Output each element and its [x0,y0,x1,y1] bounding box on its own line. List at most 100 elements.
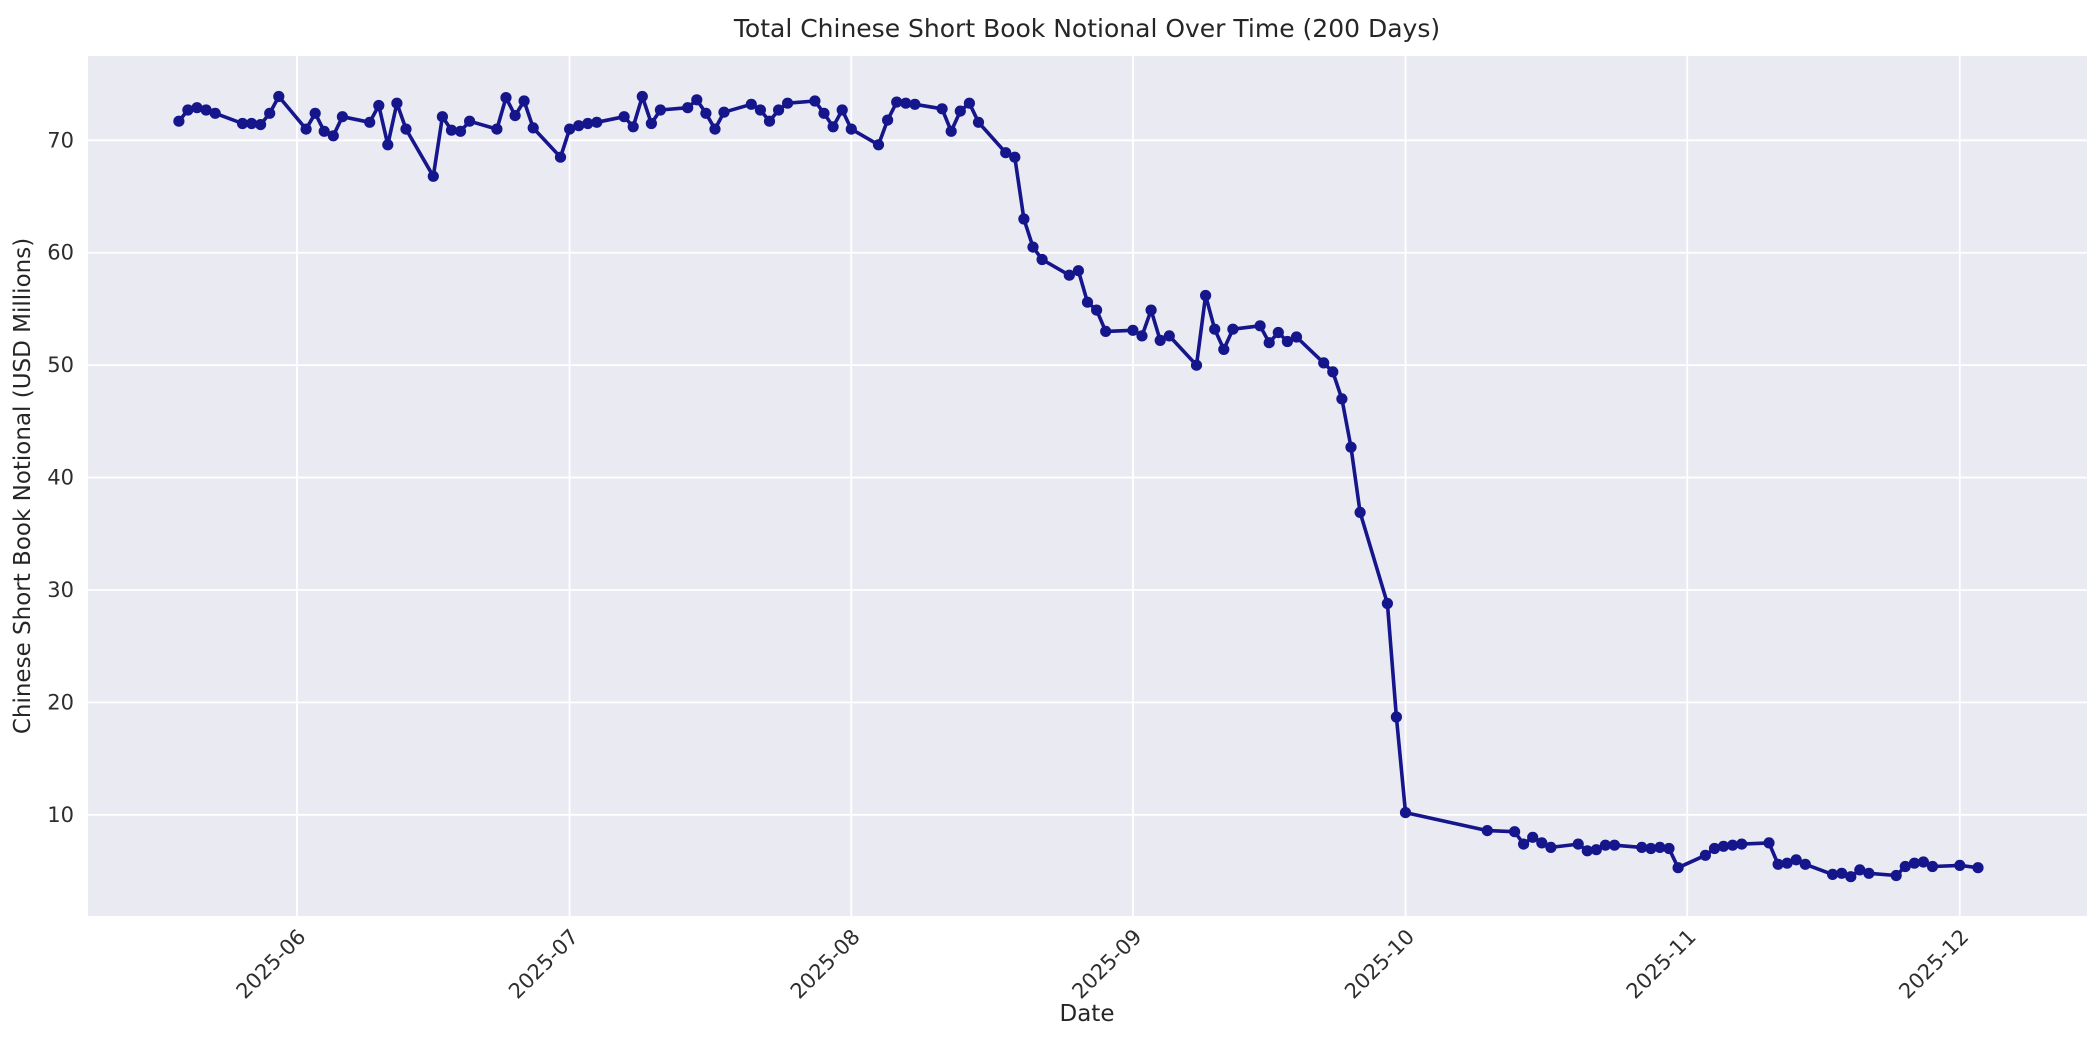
data-point-marker [963,97,976,109]
y-tick-label: 20 [47,690,74,714]
data-point-marker [1845,871,1857,883]
data-point-marker [1717,840,1730,852]
x-tick-label: 2025-07 [504,925,583,1004]
data-point-marker [936,103,948,115]
data-point-marker [491,123,503,135]
data-point-marker [1145,304,1157,316]
gridlines [88,56,2087,916]
data-point-marker [1154,334,1166,346]
data-point-marker [882,114,894,126]
data-point-marker [1645,842,1657,855]
plot-area [88,56,2087,916]
data-point-marker [1509,826,1521,838]
data-point-marker [1736,838,1748,850]
data-point-marker [582,117,594,130]
data-point-marker [773,104,785,116]
data-point-marker [1790,854,1802,866]
data-point-marker [1063,269,1075,281]
data-point-marker [1608,839,1621,851]
data-point-marker [945,125,957,137]
data-point-marker [209,107,221,119]
data-point-marker [1781,857,1793,869]
data-point-marker [1663,842,1675,855]
data-point-marker [1009,151,1021,163]
data-point-marker [1799,858,1811,870]
data-point-marker [1481,825,1493,837]
data-point-marker [900,97,912,109]
data-point-marker [1136,330,1148,342]
data-point-marker [1654,841,1666,854]
data-point-marker [382,139,394,151]
data-point-marker [1381,597,1393,610]
data-point-marker [763,115,776,127]
data-point-marker [1200,289,1212,302]
data-point-marker [1290,331,1303,343]
data-point-marker [691,94,703,106]
data-point-marker [1227,323,1239,335]
data-point-marker [509,110,521,122]
data-point-marker [1345,441,1357,453]
data-point-marker [1399,807,1412,819]
data-point-marker [1091,304,1103,316]
data-point-marker [1827,868,1839,881]
data-point-marker [1899,860,1911,873]
data-point-marker [1281,335,1293,348]
data-point-marker [1527,831,1539,843]
data-point-marker [827,121,839,133]
data-point-marker [436,111,448,123]
data-point-marker [700,107,712,119]
y-tick-label: 30 [47,578,74,602]
data-point-marker [1699,849,1711,861]
y-axis-label: Chinese Short Book Notional (USD Million… [10,238,36,734]
data-point-marker [364,116,376,128]
data-point-marker [236,117,249,130]
x-tick-label: 2025-10 [1340,925,1419,1004]
data-point-marker [1536,837,1548,849]
data-point-marker [445,124,458,136]
data-point-marker [1072,265,1084,277]
series-markers [173,90,1984,883]
data-point-marker [1972,862,1984,874]
data-point-marker [1209,323,1221,335]
x-tick-label: 2025-11 [1622,925,1701,1004]
data-point-marker [954,105,966,117]
data-point-marker [809,95,821,107]
data-point-marker [527,122,539,134]
chart-title: Total Chinese Short Book Notional Over T… [733,14,1440,43]
data-point-marker [1254,320,1266,332]
data-point-marker [464,115,476,127]
x-axis-label: Date [1060,1001,1115,1027]
data-point-marker [1772,858,1784,870]
data-point-marker [427,170,439,182]
data-point-marker [518,95,530,107]
data-point-marker [1672,862,1684,874]
data-point-marker [1572,838,1584,850]
data-point-marker [191,102,203,114]
data-point-marker [1390,711,1402,723]
data-point-marker [554,151,567,163]
data-point-marker [1908,857,1920,869]
data-point-marker [1336,393,1348,405]
data-point-marker [173,115,185,127]
data-point-marker [264,107,276,119]
x-tick-label: 2025-08 [786,925,865,1004]
data-point-marker [627,121,639,133]
data-point-marker [645,117,658,130]
y-tick-label: 10 [47,803,74,827]
data-point-marker [591,116,603,128]
y-tick-label: 70 [47,128,74,152]
x-tick-label: 2025-12 [1894,925,1973,1004]
data-point-marker [754,104,767,116]
data-point-marker [1917,856,1929,868]
data-point-marker [718,106,730,118]
data-point-marker [1836,867,1848,879]
data-point-marker [400,123,412,135]
data-point-marker [1163,330,1175,342]
y-tick-label: 60 [47,241,74,265]
y-axis-tick-labels: 10 20 30 40 50 60 70 [47,128,74,827]
data-point-marker [845,123,857,135]
data-point-marker [745,98,757,110]
data-point-marker [618,111,630,123]
data-point-marker [1763,837,1775,849]
